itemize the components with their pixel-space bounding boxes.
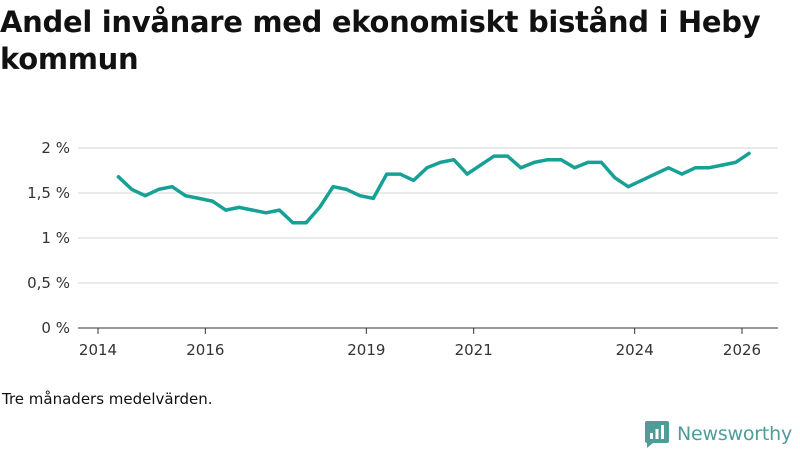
- brand-name: Newsworthy: [677, 423, 793, 445]
- y-tick-label: 1 %: [41, 229, 70, 247]
- y-tick-label: 0,5 %: [27, 274, 70, 292]
- y-tick-label: 0 %: [41, 319, 70, 337]
- x-axis-ticks: 2014 2016 2019 2021 2024 2026: [79, 328, 761, 359]
- x-tick-label: 2024: [616, 341, 654, 359]
- data-point: [680, 172, 684, 176]
- brand-logo[interactable]: Newsworthy: [644, 419, 792, 449]
- data-point: [197, 196, 201, 200]
- data-point: [398, 172, 402, 176]
- series-line: [116, 151, 751, 225]
- data-point: [237, 205, 241, 209]
- data-point: [143, 194, 147, 198]
- data-point: [210, 199, 214, 203]
- data-point: [358, 194, 362, 198]
- data-point: [519, 166, 523, 170]
- footnote: Tre månaders medelvärden.: [2, 390, 213, 408]
- x-tick-label: 2019: [347, 341, 385, 359]
- data-point: [505, 154, 510, 158]
- data-point: [640, 178, 644, 182]
- data-point: [479, 163, 483, 167]
- line-chart: 0 % 0,5 % 1 % 1,5 % 2 % 2014 2016 2019 2021 2024…: [27, 139, 778, 359]
- x-tick-label: 2014: [79, 341, 117, 359]
- data-point: [411, 178, 416, 182]
- newsworthy-logo-icon: [645, 421, 669, 448]
- data-point: [438, 160, 442, 164]
- x-tick-label: 2026: [723, 341, 761, 359]
- data-point: [157, 187, 161, 191]
- y-axis-labels: 0 % 0,5 % 1 % 1,5 % 2 %: [27, 139, 70, 337]
- data-point: [733, 160, 738, 164]
- data-point: [344, 187, 349, 191]
- data-point: [264, 211, 268, 215]
- data-point: [586, 160, 590, 164]
- chart-title: Andel invånare med ekonomiskt bistånd i …: [0, 5, 761, 76]
- data-point: [425, 166, 429, 170]
- data-point: [693, 166, 697, 170]
- data-point: [613, 176, 617, 180]
- data-point: [720, 163, 724, 167]
- data-point: [277, 208, 281, 212]
- x-tick-label: 2021: [455, 341, 493, 359]
- data-point: [116, 175, 120, 179]
- data-point: [492, 154, 496, 158]
- data-point: [385, 172, 389, 176]
- data-point: [331, 185, 335, 189]
- y-gridlines: [78, 147, 778, 284]
- data-point: [626, 185, 630, 189]
- data-point: [707, 166, 711, 170]
- y-tick-label: 2 %: [41, 139, 70, 157]
- data-point: [546, 158, 550, 162]
- data-point: [532, 160, 536, 164]
- data-point: [318, 205, 322, 209]
- data-point: [559, 158, 563, 162]
- data-point: [747, 151, 751, 155]
- data-point: [291, 221, 295, 225]
- data-point: [250, 208, 255, 212]
- data-point: [465, 172, 469, 176]
- data-point: [572, 166, 577, 170]
- data-point: [304, 221, 308, 225]
- data-point: [224, 208, 228, 212]
- data-point: [452, 158, 456, 162]
- data-point: [653, 172, 657, 176]
- data-point: [666, 166, 671, 170]
- x-tick-label: 2016: [186, 341, 224, 359]
- data-point: [170, 185, 174, 189]
- data-point: [130, 187, 134, 191]
- data-point: [599, 160, 603, 164]
- series-group: [116, 151, 751, 225]
- data-point: [371, 196, 375, 200]
- data-point: [183, 194, 188, 198]
- y-tick-label: 1,5 %: [27, 184, 70, 202]
